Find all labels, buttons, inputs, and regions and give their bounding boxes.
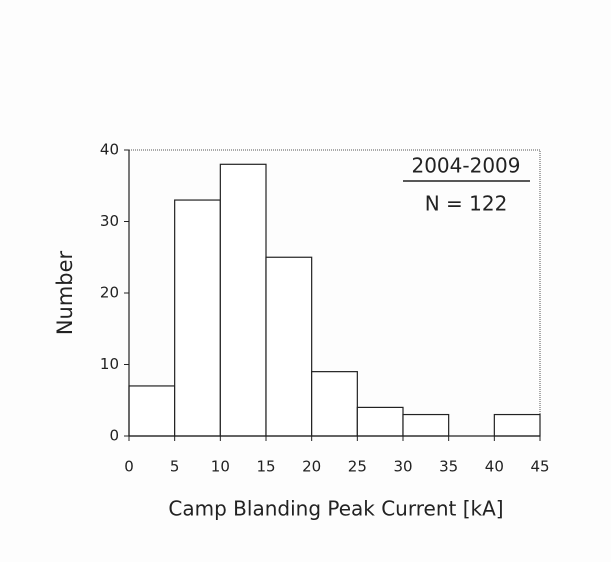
x-tick-label: 35: [439, 458, 458, 476]
x-tick-label: 45: [530, 458, 549, 476]
annotation-count: N = 122: [425, 192, 508, 216]
x-tick-label: 25: [348, 458, 367, 476]
histogram-bar: [128, 385, 176, 437]
y-tick-label: 30: [100, 212, 119, 230]
histogram-bar: [493, 413, 541, 437]
x-tick-label: 40: [485, 458, 504, 476]
annotation-period: 2004-2009: [411, 154, 520, 178]
histogram-bar: [265, 256, 313, 437]
x-tick-label: 30: [393, 458, 412, 476]
histogram-bar: [356, 406, 404, 437]
y-axis-label: Number: [53, 250, 77, 335]
x-axis-label: Camp Blanding Peak Current [kA]: [168, 497, 503, 521]
x-tick-label: 20: [302, 458, 321, 476]
x-tick-label: 10: [211, 458, 230, 476]
histogram-bar: [311, 371, 358, 437]
x-tick-label: 5: [170, 458, 180, 476]
y-tick-label: 10: [100, 355, 119, 373]
y-tick-label: 20: [100, 284, 119, 302]
histogram-bar: [402, 413, 450, 437]
y-tick-label: 40: [100, 141, 119, 159]
y-tick-label: 0: [109, 427, 119, 445]
histogram-bar: [219, 163, 267, 437]
x-tick-label: 15: [256, 458, 275, 476]
histogram-bar: [174, 199, 221, 437]
x-tick-label: 0: [124, 458, 134, 476]
